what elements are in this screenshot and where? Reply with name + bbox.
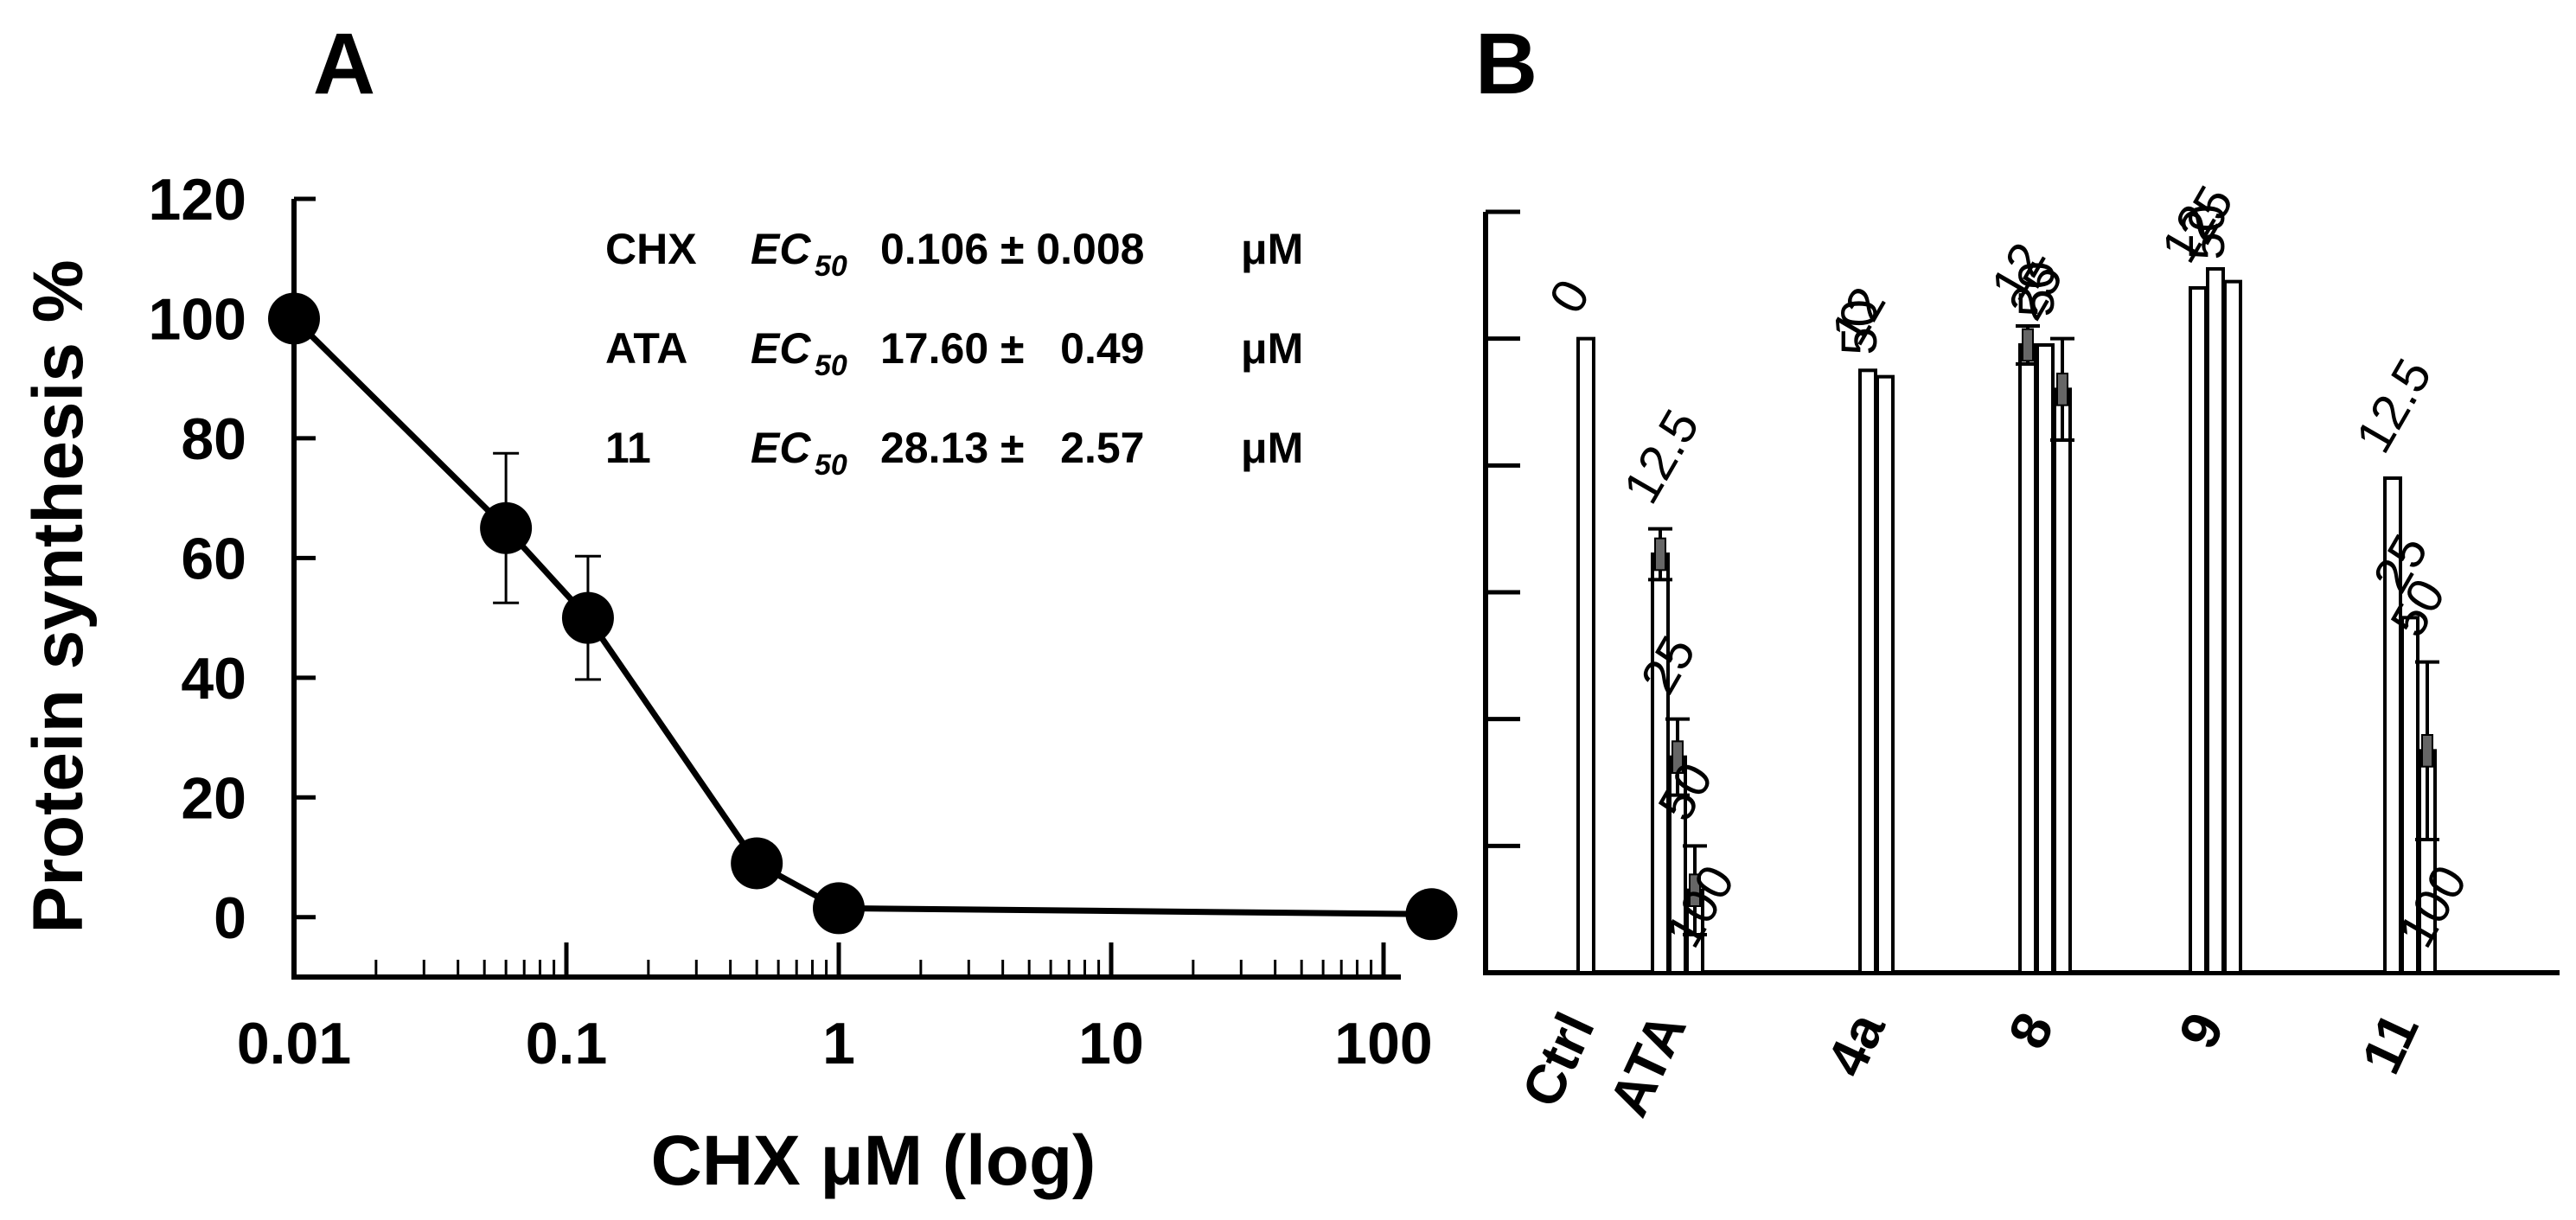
panel-a-y-axis-label: Protein synthesis % — [19, 259, 98, 933]
panel-a-annotation-ec-subscript: 50 — [815, 250, 847, 283]
panel-a-x-tick-label: 1 — [822, 1011, 855, 1076]
panel-b-category-label: ATA — [1597, 1003, 1698, 1125]
panel-a-annotation-ec-subscript: 50 — [815, 349, 847, 382]
panel-a-y-tick-label: 120 — [149, 167, 246, 233]
panel-a-data-point — [731, 837, 783, 890]
panel-b-bars — [1576, 267, 2439, 975]
panel-a-chart: 0 20 40 60 80 100 120 0.01 0.1 1 10 100 Protein syn… — [19, 167, 1458, 1200]
panel-b-error-marker — [2056, 373, 2068, 406]
panel-a-y-tick-label: 0 — [214, 885, 246, 951]
panel-a-annotation-row: ATA EC 50 17.60 ± 0.49 μM — [605, 324, 1303, 382]
panel-b-concentration-label: 50 — [2179, 204, 2235, 260]
panel-b-concentration-label: 12.5 — [1613, 400, 1710, 513]
panel-a-y-tick-label: 100 — [149, 286, 246, 352]
panel-a-series — [268, 292, 1458, 941]
panel-b-bar — [1876, 374, 1895, 974]
panel-a-x-axis-label: CHX μM (log) — [651, 1121, 1096, 1200]
panel-a-annotation-row: CHX EC 50 0.106 ± 0.008 μM — [605, 225, 1303, 283]
panel-b-category-label: Ctrl — [1510, 1003, 1607, 1115]
panel-b-bar — [2053, 387, 2072, 975]
panel-a-y-tick-label: 80 — [181, 406, 246, 472]
panel-a-annotation-compound: CHX — [605, 225, 697, 273]
panel-a-annotation-ec: EC — [751, 324, 811, 373]
panel-a-annotation-compound: ATA — [605, 324, 687, 373]
panel-b-concentration-label: 12.5 — [2345, 349, 2443, 462]
panel-a-annotation-unit: μM — [1241, 225, 1303, 273]
panel-b-error-marker — [1689, 873, 1701, 907]
panel-a-y-tick-label: 40 — [181, 646, 246, 712]
panel-a-data-point — [480, 501, 533, 554]
panel-a-data-point — [1405, 888, 1458, 941]
panel-a-axes: 0 20 40 60 80 100 120 0.01 0.1 1 10 100 — [149, 167, 1433, 1076]
panel-b-concentration-label: 50 — [1831, 299, 1888, 355]
panel-a-data-point — [268, 292, 320, 345]
panel-a-y-tick-label: 60 — [181, 526, 246, 591]
panel-a-data-point — [813, 882, 865, 935]
panel-a-annotation-value: 28.13 ± 2.57 — [880, 424, 1144, 472]
panel-a-x-tick-label: 0.01 — [237, 1011, 351, 1076]
panel-b-category-label: 4a — [1814, 1003, 1897, 1085]
panel-b-concentration-label: 50 — [2009, 261, 2065, 317]
panel-b-category-label: 9 — [2166, 1003, 2235, 1057]
panel-b-error-marker — [2022, 328, 2034, 362]
panel-a-annotation-unit: μM — [1241, 424, 1303, 472]
panel-a-annotation-compound: 11 — [605, 424, 651, 472]
panel-a-x-tick-label: 10 — [1078, 1011, 1144, 1076]
panel-a-annotation-row: 11 EC 50 28.13 ± 2.57 μM — [605, 424, 1303, 482]
panel-b-error-marker — [1672, 740, 1684, 774]
panel-a-annotation-value: 0.106 ± 0.008 — [880, 225, 1144, 273]
panel-a-annotation-value: 17.60 ± 0.49 — [880, 324, 1144, 373]
panel-a-series-line — [291, 316, 1432, 917]
panel-b-category-label: 11 — [2349, 1003, 2431, 1083]
panel-b-bar — [2223, 279, 2242, 974]
panel-a-x-tick-label: 0.1 — [526, 1011, 608, 1076]
panel-b-concentration-label: 25 — [1630, 627, 1707, 703]
panel-a-annotation-unit: μM — [1241, 324, 1303, 373]
panel-a-annotation-ec: EC — [751, 424, 811, 472]
panel-a-annotation-ec: EC — [751, 225, 811, 273]
panel-b-bar — [2018, 343, 2037, 974]
panel-b-error-marker — [1654, 537, 1666, 572]
panel-b-concentration-label: 0 — [1538, 271, 1601, 323]
panel-b-bar — [1858, 368, 1877, 975]
panel-b-chart: 012.52550100125012255012255012.52550100 … — [1483, 176, 2560, 1126]
panel-a-y-tick-label: 20 — [181, 765, 246, 831]
panel-a-annotation-ec-subscript: 50 — [815, 449, 847, 482]
panel-a-data-point — [561, 591, 614, 644]
panel-label-b: B — [1475, 16, 1537, 112]
panel-b-bar — [2189, 286, 2208, 974]
panel-b-bar — [1576, 336, 1595, 974]
panel-b-category-label: 8 — [1996, 1003, 2065, 1057]
panel-a-x-tick-label: 100 — [1334, 1011, 1432, 1076]
panel-b-bar — [2206, 267, 2225, 974]
panel-b-error-marker — [2421, 734, 2433, 768]
panel-label-a: A — [313, 16, 375, 112]
